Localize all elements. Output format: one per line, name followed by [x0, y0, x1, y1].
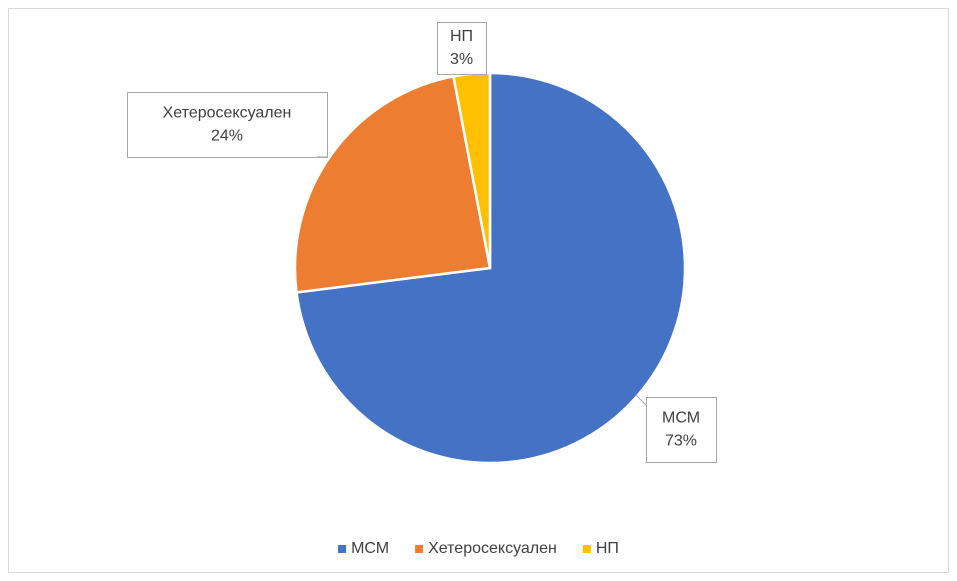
data-label-box: [646, 397, 717, 463]
data-label-category: НП: [450, 28, 473, 45]
data-label-box: [127, 92, 328, 158]
legend-swatch: [582, 545, 591, 553]
data-label-value: 24%: [211, 128, 243, 145]
legend-label: МСМ: [351, 540, 389, 557]
data-label-value: 3%: [450, 51, 473, 68]
legend-swatch: [338, 545, 347, 553]
leader-line: [635, 394, 647, 406]
legend-swatch: [415, 545, 424, 553]
data-label-category: Хетеросексуален: [163, 105, 292, 122]
legend-label: Хетеросексуален: [428, 540, 557, 557]
data-label-value: 73%: [665, 433, 697, 450]
legend-label: НП: [596, 540, 619, 557]
data-label-box: [437, 22, 487, 75]
pie-slice: [293, 74, 492, 294]
data-label-category: МСМ: [662, 410, 700, 427]
